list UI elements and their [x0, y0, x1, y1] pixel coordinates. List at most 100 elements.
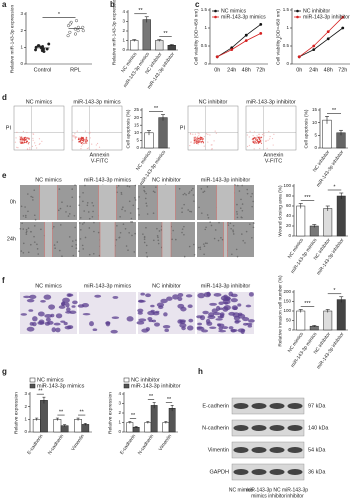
legend-marker — [214, 9, 217, 13]
event-dot — [258, 141, 261, 143]
invaded-cell — [219, 312, 225, 317]
event-dot — [189, 132, 192, 134]
event-dot — [272, 144, 274, 146]
cell-texture — [192, 187, 194, 190]
cell-texture — [143, 238, 146, 240]
event-dot — [82, 138, 84, 140]
bar — [168, 408, 176, 433]
cell-texture — [25, 228, 28, 231]
cell-texture — [36, 243, 38, 246]
event-dot — [254, 141, 256, 144]
cell-texture — [236, 255, 239, 258]
significance-label: * — [333, 288, 336, 294]
cell-texture — [241, 233, 243, 235]
lane-label: miR-143-3p — [282, 487, 308, 493]
invaded-cell — [66, 307, 71, 312]
invaded-cell — [29, 294, 37, 299]
event-dot — [34, 142, 36, 144]
event-dot — [198, 138, 200, 140]
cell-texture — [142, 233, 144, 235]
invaded-cell — [28, 309, 34, 312]
data-point — [230, 48, 234, 51]
event-dot — [80, 148, 82, 150]
x-tick-label: Control — [34, 67, 52, 73]
invaded-cell — [199, 315, 206, 321]
cell-texture — [37, 253, 40, 255]
event-dot — [199, 139, 201, 141]
cell-texture — [126, 185, 129, 187]
event-dot — [20, 138, 22, 141]
cell-texture — [118, 236, 121, 239]
invaded-cell — [32, 316, 38, 322]
event-dot — [252, 140, 254, 142]
cell-texture — [78, 196, 81, 198]
event-dot — [257, 141, 259, 143]
invaded-cell — [209, 302, 218, 306]
invaded-cell — [228, 326, 234, 330]
cell-texture — [193, 253, 196, 256]
invaded-cell — [38, 319, 45, 325]
cell-texture — [232, 233, 235, 235]
significance-label: ** — [80, 410, 85, 416]
panel-label: a — [2, 0, 7, 9]
flow-y-axis: PI — [180, 125, 186, 131]
event-dot — [215, 132, 217, 134]
data-point — [76, 29, 80, 33]
lane-label: NC — [273, 487, 281, 493]
flow-plot — [187, 105, 239, 151]
cell-texture — [230, 227, 232, 230]
legend-label: miR-143-3p inhibitor — [131, 383, 181, 389]
event-dot — [78, 137, 80, 139]
invaded-cell — [145, 293, 151, 298]
event-dot — [36, 147, 38, 149]
invaded-cell — [197, 322, 202, 326]
y-axis-label: Relative miR-143-3p expression — [9, 5, 15, 74]
cell-texture — [74, 184, 76, 187]
invaded-cell — [222, 326, 229, 330]
significance-label: ** — [154, 106, 159, 112]
cell-texture — [245, 230, 248, 233]
cell-texture — [218, 221, 220, 224]
invaded-cell — [151, 319, 157, 323]
blot-band — [251, 403, 267, 409]
event-dot — [91, 143, 93, 145]
event-dot — [271, 137, 274, 140]
cell-texture — [137, 207, 140, 210]
cell-texture — [181, 228, 184, 230]
blot-band — [269, 403, 285, 409]
event-dot — [80, 142, 83, 144]
y-tick-label: 1.5 — [283, 7, 290, 12]
event-dot — [16, 146, 18, 148]
lane-label: miR-143-3p — [246, 487, 272, 493]
event-dot — [27, 143, 30, 145]
cell-texture — [82, 248, 85, 250]
protein-label: GAPDH — [209, 469, 229, 475]
invaded-cell — [147, 310, 155, 316]
event-dot — [25, 142, 28, 144]
blot-band — [233, 469, 249, 475]
event-dot — [28, 138, 30, 140]
y-tick-label: 100 — [283, 183, 291, 188]
cell-texture — [144, 197, 147, 200]
event-dot — [89, 137, 91, 139]
invaded-cell — [177, 292, 184, 297]
y-tick-label: 10 — [134, 130, 140, 135]
cell-texture — [78, 222, 81, 224]
x-tick-label: N-cadherin — [137, 433, 156, 456]
wound-title: miR-143-3p inhibitor — [201, 177, 251, 183]
cell-texture — [185, 193, 187, 196]
cell-texture — [183, 225, 185, 228]
cell-texture — [81, 244, 84, 247]
invaded-cell — [44, 321, 51, 326]
cell-texture — [73, 214, 76, 217]
cell-texture — [251, 192, 253, 195]
y-tick-label: 0 — [314, 145, 317, 150]
cell-texture — [22, 242, 25, 245]
panel-label: h — [198, 367, 203, 376]
wound-gap — [39, 185, 58, 220]
cell-texture — [232, 224, 235, 227]
cell-texture — [203, 190, 206, 193]
invaded-cell — [138, 318, 147, 322]
cell-texture — [30, 230, 32, 233]
cell-texture — [229, 222, 232, 225]
